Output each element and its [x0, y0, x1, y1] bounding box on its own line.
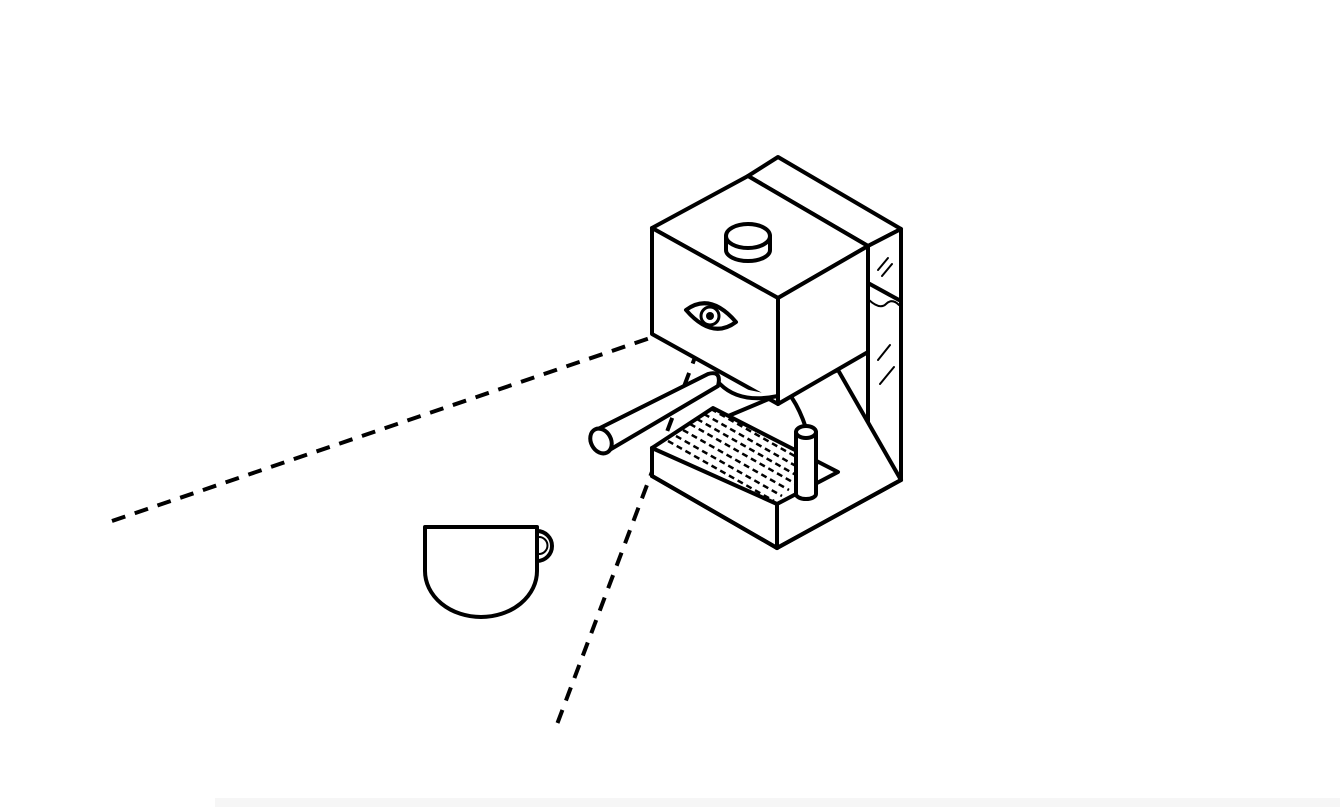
sight-lines — [111, 320, 708, 728]
coffee-cup-icon — [423, 525, 554, 619]
portafilter-handle — [588, 371, 721, 456]
eye-icon — [684, 301, 738, 331]
drip-tray-grate — [667, 407, 817, 503]
group-head — [718, 382, 780, 401]
machine-rear-column — [746, 155, 903, 482]
espresso-machine-icon — [588, 155, 903, 550]
bottom-strip — [215, 798, 1340, 807]
top-knob-icon — [724, 222, 772, 263]
steam-wand — [790, 396, 818, 501]
sight-line-left — [111, 320, 698, 523]
